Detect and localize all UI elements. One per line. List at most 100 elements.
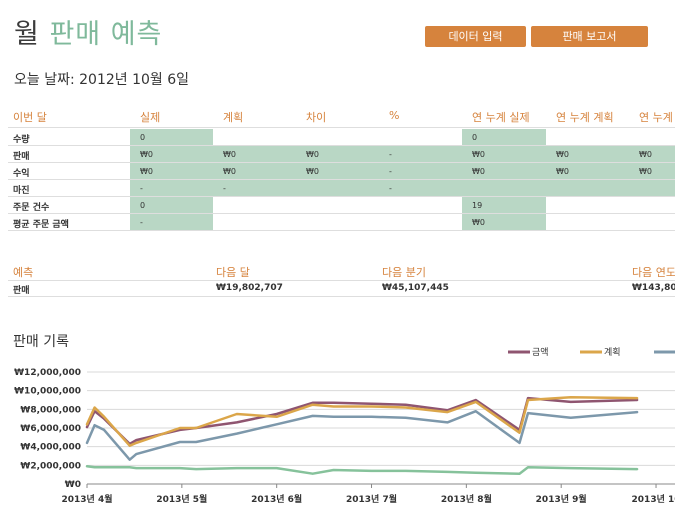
col-header-actual: 실제 bbox=[140, 111, 161, 124]
forecast-header-next-month: 다음 달 bbox=[216, 266, 250, 279]
table-cell-value: - bbox=[389, 167, 392, 176]
col-header-this-month: 이번 달 bbox=[13, 111, 47, 124]
table-cell-bg bbox=[213, 146, 296, 162]
table-cell-bg bbox=[296, 163, 379, 179]
forecast-row-label: 판매 bbox=[13, 286, 30, 296]
x-tick-label: 2013년 7월 bbox=[346, 493, 397, 505]
forecast-header: 예측 bbox=[13, 266, 34, 279]
table-cell-bg bbox=[462, 180, 546, 196]
table-cell-bg bbox=[629, 180, 675, 196]
table-cell-bg bbox=[130, 146, 213, 162]
page-title-sub: 판매 예측 bbox=[49, 19, 163, 50]
table-cell-bg bbox=[379, 163, 462, 179]
divider bbox=[8, 296, 675, 297]
sales-report-button[interactable]: 판매 보고서 bbox=[531, 26, 648, 47]
table-row-label: 수익 bbox=[13, 169, 30, 179]
table-cell-bg bbox=[130, 214, 213, 230]
table-cell-value: - bbox=[223, 184, 226, 193]
col-header-ytd: 연 누계 bbox=[639, 111, 673, 124]
table-cell-value: 0 bbox=[140, 201, 146, 210]
forecast-header-next-quarter: 다음 분기 bbox=[382, 266, 426, 279]
table-cell-value: ₩0 bbox=[556, 150, 569, 159]
table-cell-bg bbox=[379, 146, 462, 162]
table-cell-value: - bbox=[389, 150, 392, 159]
table-cell-value: ₩0 bbox=[140, 167, 153, 176]
table-cell-bg bbox=[462, 197, 546, 213]
y-tick-label: ₩10,000,000 bbox=[14, 387, 81, 397]
divider bbox=[8, 280, 675, 281]
table-cell-value: ₩0 bbox=[306, 150, 319, 159]
col-header-ytd-plan: 연 누계 계획 bbox=[556, 111, 614, 124]
legend-label: 금액 bbox=[532, 346, 549, 358]
table-cell-value: ₩0 bbox=[223, 150, 236, 159]
table-cell-bg bbox=[296, 146, 379, 162]
table-cell-value: ₩0 bbox=[639, 150, 652, 159]
col-header-diff: 차이 bbox=[306, 111, 327, 124]
x-tick-label: 2013년 8월 bbox=[441, 493, 492, 505]
table-row-label: 평균 주문 금액 bbox=[13, 220, 69, 230]
table-cell-value: ₩0 bbox=[639, 167, 652, 176]
table-cell-bg bbox=[462, 146, 546, 162]
table-cell-bg bbox=[629, 146, 675, 162]
current-date: 오늘 날짜: 2012년 10월 6일 bbox=[14, 72, 190, 88]
series-line-0 bbox=[85, 396, 639, 446]
y-tick-label: ₩2,000,000 bbox=[20, 461, 81, 471]
col-header-ytd-actual: 연 누계 실제 bbox=[472, 111, 530, 124]
y-tick-label: ₩6,000,000 bbox=[20, 424, 81, 434]
table-cell-bg bbox=[379, 180, 462, 196]
table-cell-value: ₩0 bbox=[472, 150, 485, 159]
row-divider bbox=[8, 145, 675, 146]
table-cell-bg bbox=[213, 163, 296, 179]
forecast-next-month-value: ₩19,802,707 bbox=[216, 283, 283, 293]
series-line-3 bbox=[85, 465, 639, 475]
y-tick-label: ₩8,000,000 bbox=[20, 405, 81, 415]
table-row-label: 주문 건수 bbox=[13, 203, 50, 213]
y-tick-label: ₩12,000,000 bbox=[14, 368, 81, 378]
x-tick-label: 2013년 9월 bbox=[536, 493, 587, 505]
table-row-label: 마진 bbox=[13, 186, 30, 196]
table-cell-value: ₩0 bbox=[472, 167, 485, 176]
table-cell-value: ₩0 bbox=[472, 218, 485, 227]
table-cell-value: - bbox=[389, 184, 392, 193]
table-cell-bg bbox=[213, 180, 296, 196]
col-header-plan: 계획 bbox=[223, 111, 244, 124]
chart-title: 판매 기록 bbox=[13, 334, 69, 350]
divider bbox=[8, 127, 675, 128]
table-cell-bg bbox=[462, 129, 546, 145]
row-divider bbox=[8, 230, 675, 231]
table-cell-value: 19 bbox=[472, 201, 483, 210]
table-row-label: 수량 bbox=[13, 135, 30, 145]
table-cell-bg bbox=[130, 129, 213, 145]
row-divider bbox=[8, 213, 675, 214]
forecast-header-next-year: 다음 연도 bbox=[632, 266, 675, 279]
col-header-percent: % bbox=[389, 109, 400, 122]
table-cell-bg bbox=[629, 163, 675, 179]
table-cell-value: ₩0 bbox=[306, 167, 319, 176]
table-cell-value: ₩0 bbox=[556, 167, 569, 176]
data-input-button[interactable]: 데이터 입력 bbox=[425, 26, 526, 47]
table-cell-bg bbox=[130, 180, 213, 196]
legend-label: 계획 bbox=[604, 346, 621, 358]
forecast-next-year-value: ₩143,800, bbox=[632, 283, 675, 293]
table-cell-value: 0 bbox=[140, 133, 146, 142]
table-cell-value: 0 bbox=[472, 133, 478, 142]
row-divider bbox=[8, 179, 675, 180]
table-cell-bg bbox=[546, 180, 629, 196]
table-row-label: 판매 bbox=[13, 152, 30, 162]
x-tick-label: 2013년 5월 bbox=[156, 493, 207, 505]
table-cell-bg bbox=[130, 163, 213, 179]
table-cell-bg bbox=[462, 214, 546, 230]
x-tick-label: 2013년 10 bbox=[632, 493, 675, 505]
table-cell-bg bbox=[462, 163, 546, 179]
row-divider bbox=[8, 196, 675, 197]
y-tick-label: ₩0 bbox=[65, 480, 81, 490]
table-cell-bg bbox=[296, 180, 379, 196]
row-divider bbox=[8, 162, 675, 163]
series-line-1 bbox=[85, 395, 639, 447]
page-title-main: 월 bbox=[14, 19, 40, 50]
table-cell-value: ₩0 bbox=[223, 167, 236, 176]
table-cell-value: - bbox=[140, 184, 143, 193]
table-cell-value: - bbox=[140, 218, 143, 227]
x-tick-label: 2013년 6월 bbox=[251, 493, 302, 505]
table-cell-bg bbox=[130, 197, 213, 213]
